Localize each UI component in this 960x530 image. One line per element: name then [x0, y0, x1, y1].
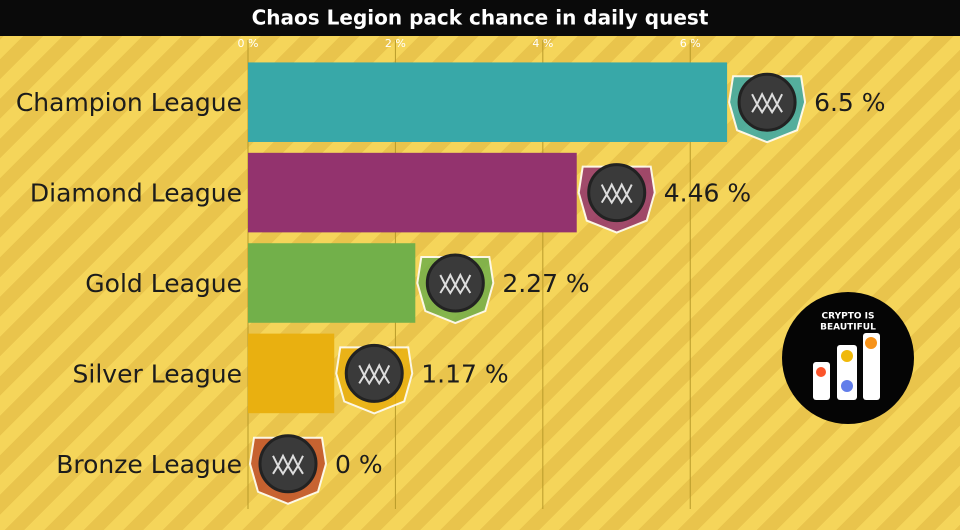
y-tick-label: Diamond League	[30, 179, 242, 208]
value-label: 2.27 %	[502, 269, 589, 298]
bar	[248, 152, 577, 233]
badge-teeth	[751, 91, 783, 115]
value-label: 1.17 %	[421, 359, 508, 388]
logo-icon	[841, 380, 853, 392]
badge-teeth	[600, 182, 633, 205]
x-tick-label: 0 %	[238, 37, 259, 50]
x-tick-label: 2 %	[385, 37, 406, 50]
logo-text: BEAUTIFUL	[820, 323, 876, 333]
x-tick-label: 4 %	[532, 37, 553, 50]
y-tick-label: Champion League	[16, 88, 242, 117]
value-label: 4.46 %	[664, 179, 751, 208]
y-tick-label: Bronze League	[56, 450, 242, 479]
logo-icon	[841, 350, 853, 362]
logo: CRYPTO IS BEAUTIFUL	[782, 292, 914, 424]
value-label: 6.5 %	[814, 88, 885, 117]
value-label: 0 %	[335, 450, 383, 479]
logo-text: CRYPTO IS	[822, 312, 875, 322]
badge-teeth	[439, 272, 472, 295]
logo-icon	[816, 367, 826, 377]
badge-teeth	[358, 363, 391, 386]
bar	[248, 243, 416, 323]
logo-icon	[865, 337, 877, 349]
x-tick-label: 6 %	[680, 37, 701, 50]
bar	[248, 62, 728, 142]
badge-teeth	[272, 453, 304, 476]
y-tick-label: Gold League	[85, 269, 242, 298]
title-bar	[0, 0, 960, 36]
bar	[248, 333, 335, 414]
y-tick-label: Silver League	[73, 359, 242, 388]
logo-icon	[863, 333, 880, 400]
chart-title: Chaos Legion pack chance in daily quest	[252, 6, 709, 30]
